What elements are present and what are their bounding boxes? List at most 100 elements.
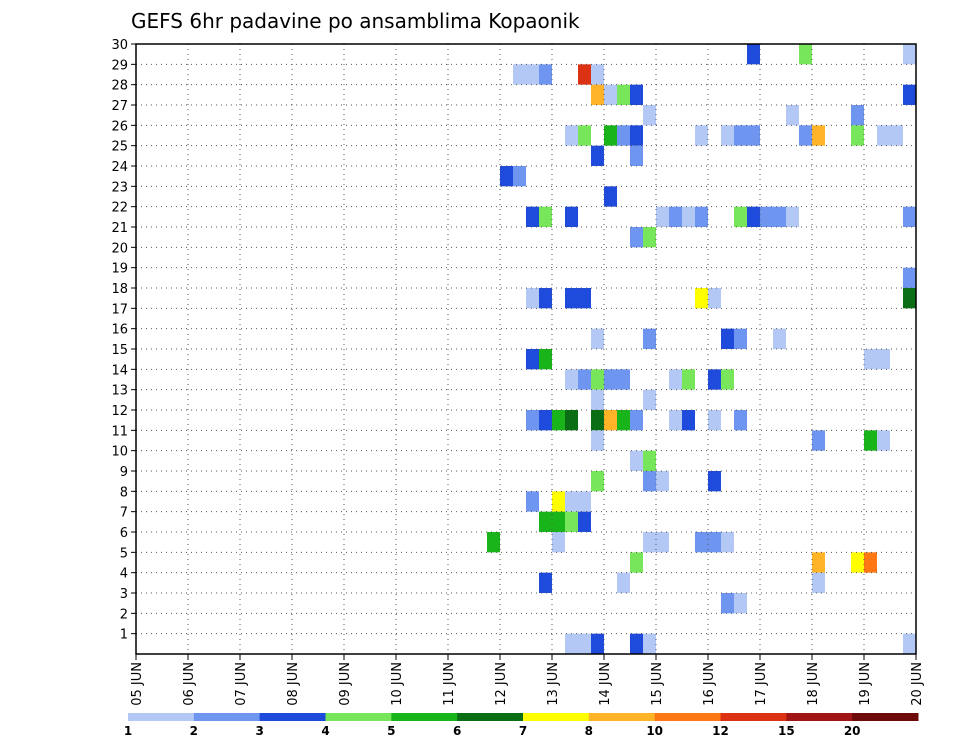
grid-layer bbox=[136, 44, 916, 654]
y-tick-label: 19 bbox=[111, 262, 128, 277]
heatmap-cell bbox=[630, 227, 643, 248]
legend-label: 15 bbox=[778, 724, 795, 738]
heatmap-cell bbox=[591, 410, 604, 431]
heatmap-cell bbox=[812, 572, 825, 593]
heatmap-cell bbox=[565, 125, 578, 146]
heatmap-cell bbox=[903, 288, 916, 309]
heatmap-cell bbox=[552, 491, 565, 512]
x-tick-label: 17 JUN bbox=[754, 662, 769, 706]
heatmap-cell bbox=[578, 369, 591, 390]
legend-label: 2 bbox=[190, 724, 198, 738]
heatmap-cell bbox=[747, 206, 760, 227]
y-tick-label: 4 bbox=[120, 567, 128, 582]
heatmap-cell bbox=[903, 44, 916, 65]
heatmap-cell bbox=[539, 410, 552, 431]
legend-swatch bbox=[128, 713, 195, 721]
legend-label: 4 bbox=[321, 724, 329, 738]
heatmap-cell bbox=[630, 145, 643, 166]
legend-swatch bbox=[654, 713, 721, 721]
heatmap-cell bbox=[565, 288, 578, 309]
heatmap-cell bbox=[617, 369, 630, 390]
heatmap-cell bbox=[565, 633, 578, 654]
heatmap-cell bbox=[682, 410, 695, 431]
heatmap-cell bbox=[656, 532, 669, 553]
heatmap-cell bbox=[630, 410, 643, 431]
heatmap-cell bbox=[747, 44, 760, 65]
legend-swatch bbox=[588, 713, 656, 721]
y-tick-label: 21 bbox=[111, 221, 128, 236]
heatmap-cell bbox=[851, 105, 864, 126]
x-axis: 05 JUN 06 JUN 07 JUN 08 JUN 09 JUN 10 JUN 11 J… bbox=[130, 654, 925, 706]
heatmap-cell bbox=[903, 633, 916, 654]
chart-title: GEFS 6hr padavine po ansamblima Kopaonik bbox=[131, 9, 580, 33]
y-tick-label: 6 bbox=[120, 526, 128, 541]
heatmap-cell bbox=[812, 552, 825, 573]
heatmap-cell bbox=[604, 186, 617, 207]
heatmap-cell bbox=[500, 166, 513, 187]
x-tick-label: 20 JUN bbox=[910, 662, 925, 706]
x-tick-label: 12 JUN bbox=[494, 662, 509, 706]
heatmap-cell bbox=[526, 491, 539, 512]
x-tick-label: 05 JUN bbox=[130, 662, 145, 706]
heatmap-cell bbox=[721, 369, 734, 390]
heatmap-cell bbox=[903, 267, 916, 288]
heatmap-cell bbox=[526, 288, 539, 309]
heatmap-cell bbox=[539, 511, 552, 532]
heatmap-cell bbox=[578, 64, 591, 85]
legend-label: 10 bbox=[646, 724, 663, 738]
y-tick-label: 28 bbox=[111, 79, 128, 94]
heatmap-cell bbox=[708, 369, 721, 390]
heatmap-cell bbox=[851, 125, 864, 146]
heatmap-cell bbox=[565, 491, 578, 512]
legend-swatch bbox=[786, 713, 853, 721]
y-tick-label: 16 bbox=[111, 323, 128, 338]
y-tick-label: 8 bbox=[120, 485, 128, 500]
heatmap-cell bbox=[513, 64, 526, 85]
legend-label: 5 bbox=[387, 724, 395, 738]
legend-label: 7 bbox=[519, 724, 527, 738]
heatmap-cell bbox=[734, 125, 747, 146]
heatmap-cell bbox=[552, 532, 565, 553]
legend-swatch bbox=[391, 713, 458, 721]
heatmap-cell bbox=[851, 552, 864, 573]
heatmap-cell bbox=[604, 125, 617, 146]
legend-swatch bbox=[720, 713, 787, 721]
cells-layer bbox=[487, 44, 916, 654]
heatmap-cell bbox=[643, 227, 656, 248]
y-tick-label: 10 bbox=[111, 445, 128, 460]
heatmap-cell bbox=[669, 206, 682, 227]
legend-label: 3 bbox=[255, 724, 263, 738]
heatmap-cell bbox=[578, 491, 591, 512]
heatmap-cell bbox=[591, 145, 604, 166]
y-tick-label: 17 bbox=[111, 302, 128, 317]
heatmap-cell bbox=[552, 410, 565, 431]
heatmap-cell bbox=[864, 349, 877, 370]
legend-swatch bbox=[193, 713, 261, 721]
heatmap-cell bbox=[526, 410, 539, 431]
legend-swatch bbox=[457, 713, 524, 721]
x-tick-label: 18 JUN bbox=[806, 662, 821, 706]
y-tick-label: 13 bbox=[111, 384, 128, 399]
legend-swatch bbox=[523, 713, 590, 721]
y-tick-label: 9 bbox=[120, 465, 128, 480]
y-tick-label: 2 bbox=[120, 607, 128, 622]
heatmap-cell bbox=[643, 389, 656, 410]
y-tick-label: 20 bbox=[111, 241, 128, 256]
heatmap-cell bbox=[708, 532, 721, 553]
heatmap-cell bbox=[799, 125, 812, 146]
heatmap-cell bbox=[721, 532, 734, 553]
x-tick-label: 11 JUN bbox=[442, 662, 457, 706]
y-tick-label: 22 bbox=[111, 201, 128, 216]
y-axis: 1234567891011121314151617181920212223242… bbox=[111, 38, 136, 643]
x-tick-label: 07 JUN bbox=[234, 662, 249, 706]
heatmap-cell bbox=[526, 206, 539, 227]
heatmap-cell bbox=[643, 471, 656, 492]
heatmap-cell bbox=[591, 328, 604, 349]
heatmap-cell bbox=[773, 206, 786, 227]
y-tick-label: 1 bbox=[120, 628, 128, 643]
heatmap-cell bbox=[578, 633, 591, 654]
heatmap-cell bbox=[812, 125, 825, 146]
y-tick-label: 5 bbox=[120, 546, 128, 561]
heatmap-cell bbox=[539, 206, 552, 227]
heatmap-cell bbox=[643, 105, 656, 126]
